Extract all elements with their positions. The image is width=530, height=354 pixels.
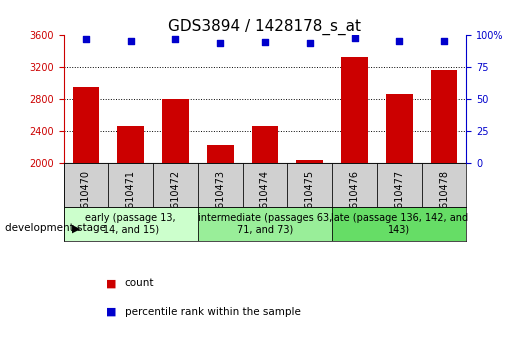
- Bar: [252, 126, 278, 163]
- Text: GSM610473: GSM610473: [215, 170, 225, 229]
- Bar: [73, 87, 100, 163]
- Point: [127, 38, 135, 43]
- Bar: [162, 99, 189, 163]
- Text: GSM610472: GSM610472: [171, 170, 181, 229]
- Text: GSM610478: GSM610478: [439, 170, 449, 229]
- Title: GDS3894 / 1428178_s_at: GDS3894 / 1428178_s_at: [169, 19, 361, 35]
- Bar: [422, 163, 466, 207]
- Bar: [287, 163, 332, 207]
- Text: GSM610477: GSM610477: [394, 170, 404, 229]
- Bar: [198, 163, 243, 207]
- Bar: [198, 207, 332, 241]
- Bar: [332, 207, 466, 241]
- Point: [395, 38, 403, 43]
- Text: percentile rank within the sample: percentile rank within the sample: [125, 307, 301, 316]
- Text: GSM610474: GSM610474: [260, 170, 270, 229]
- Bar: [377, 163, 422, 207]
- Point: [171, 36, 180, 42]
- Bar: [153, 163, 198, 207]
- Bar: [207, 145, 234, 163]
- Bar: [117, 126, 144, 163]
- Bar: [64, 163, 108, 207]
- Bar: [341, 57, 368, 163]
- Bar: [386, 93, 413, 163]
- Text: intermediate (passages 63,
71, and 73): intermediate (passages 63, 71, and 73): [198, 213, 332, 235]
- Bar: [332, 163, 377, 207]
- Text: ▶: ▶: [72, 223, 80, 233]
- Point: [261, 39, 269, 45]
- Text: GSM610475: GSM610475: [305, 170, 315, 229]
- Text: late (passage 136, 142, and
143): late (passage 136, 142, and 143): [331, 213, 468, 235]
- Point: [440, 38, 448, 43]
- Bar: [108, 163, 153, 207]
- Bar: [64, 207, 198, 241]
- Text: ■: ■: [106, 278, 117, 288]
- Text: GSM610471: GSM610471: [126, 170, 136, 229]
- Point: [82, 36, 90, 42]
- Bar: [296, 160, 323, 163]
- Text: development stage: development stage: [5, 223, 107, 233]
- Text: GSM610470: GSM610470: [81, 170, 91, 229]
- Point: [216, 40, 225, 46]
- Point: [305, 40, 314, 46]
- Bar: [430, 70, 457, 163]
- Bar: [243, 163, 287, 207]
- Point: [350, 35, 359, 41]
- Text: ■: ■: [106, 307, 117, 316]
- Text: count: count: [125, 278, 154, 288]
- Text: early (passage 13,
14, and 15): early (passage 13, 14, and 15): [85, 213, 176, 235]
- Text: GSM610476: GSM610476: [349, 170, 359, 229]
